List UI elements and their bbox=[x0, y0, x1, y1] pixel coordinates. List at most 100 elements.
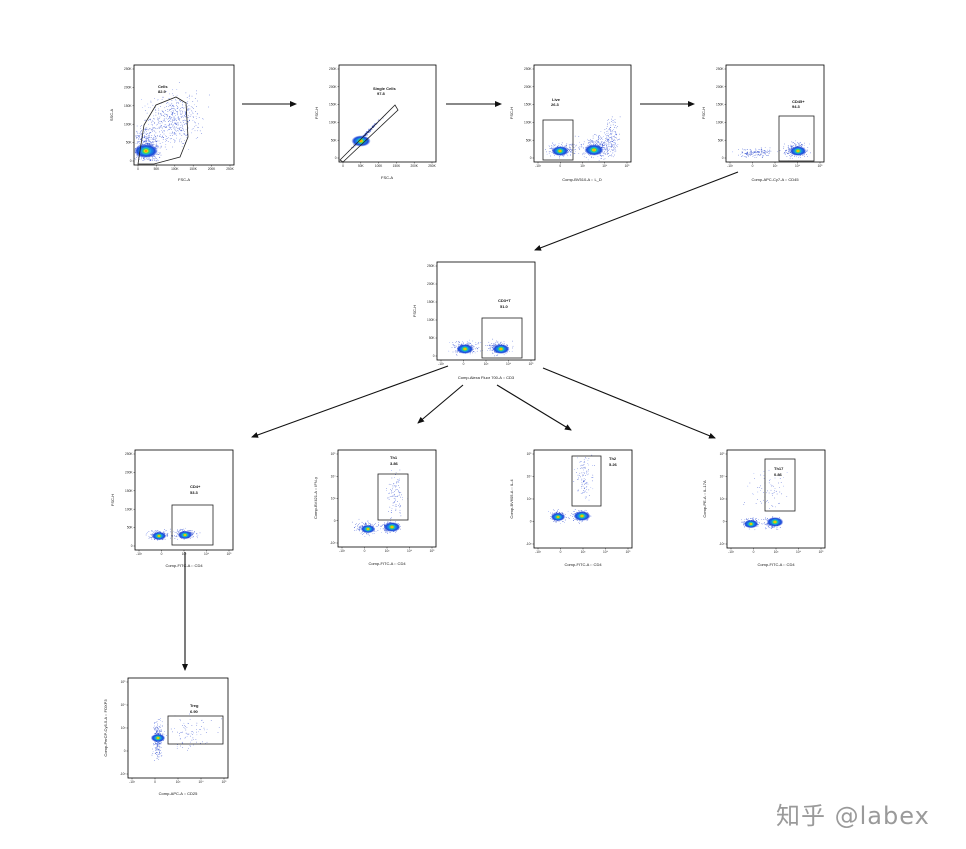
event-dot bbox=[492, 350, 494, 352]
event-dot bbox=[772, 527, 774, 528]
event-dot bbox=[155, 114, 157, 116]
event-dot bbox=[779, 478, 781, 479]
event-dot bbox=[398, 490, 399, 491]
event-dot bbox=[187, 100, 189, 102]
event-dot bbox=[604, 148, 606, 150]
event-dot bbox=[179, 100, 180, 102]
event-dot bbox=[779, 491, 781, 493]
event-dot bbox=[136, 143, 138, 145]
event-dot bbox=[601, 142, 603, 144]
event-dot bbox=[581, 468, 583, 470]
event-dot bbox=[485, 345, 487, 347]
event-dot bbox=[157, 146, 158, 147]
event-dot bbox=[807, 147, 809, 148]
event-dot bbox=[176, 535, 178, 536]
event-dot bbox=[145, 127, 146, 129]
event-dot bbox=[394, 485, 396, 486]
event-dot bbox=[385, 531, 386, 533]
event-dot bbox=[582, 464, 584, 466]
event-dot bbox=[609, 130, 611, 131]
event-dot bbox=[400, 496, 402, 498]
event-dot bbox=[784, 152, 785, 153]
event-dot bbox=[573, 152, 575, 154]
event-dot bbox=[776, 151, 778, 153]
event-dot bbox=[194, 531, 195, 533]
event-dot bbox=[192, 533, 194, 534]
event-dot bbox=[148, 538, 150, 540]
event-dot bbox=[390, 518, 391, 520]
event-dot bbox=[154, 156, 156, 158]
event-dot bbox=[608, 128, 610, 129]
event-dot bbox=[785, 150, 787, 152]
event-dot bbox=[156, 747, 158, 748]
x-tick-label: 10⁴ bbox=[603, 550, 609, 554]
x-tick-label: -10³ bbox=[728, 550, 734, 554]
event-dot bbox=[603, 145, 605, 146]
event-dot bbox=[571, 149, 573, 151]
event-dot bbox=[577, 489, 579, 491]
event-dot bbox=[596, 143, 597, 145]
x-tick-label: -10³ bbox=[136, 552, 142, 556]
event-dot bbox=[158, 118, 160, 120]
event-dot bbox=[792, 146, 793, 148]
event-dot bbox=[603, 155, 604, 157]
event-dot bbox=[155, 144, 157, 146]
event-dot bbox=[584, 468, 586, 469]
event-dot bbox=[159, 120, 161, 122]
event-dot bbox=[767, 152, 768, 153]
gate-percent: 94.3 bbox=[792, 104, 801, 109]
event-dot bbox=[381, 526, 382, 527]
event-dot bbox=[584, 490, 586, 492]
event-dot bbox=[370, 524, 372, 526]
event-dot bbox=[755, 148, 757, 150]
plot-frame bbox=[726, 449, 826, 549]
event-dot bbox=[604, 132, 606, 134]
event-dot bbox=[479, 350, 481, 352]
event-dot bbox=[151, 137, 152, 138]
density-core bbox=[181, 532, 189, 538]
event-dot bbox=[768, 154, 769, 156]
event-dot bbox=[191, 132, 193, 134]
event-dot bbox=[608, 137, 610, 139]
event-dot bbox=[176, 135, 177, 136]
event-dot bbox=[487, 350, 488, 352]
event-dot bbox=[155, 743, 156, 745]
event-dot bbox=[561, 144, 563, 145]
event-dot bbox=[170, 118, 172, 119]
event-dot bbox=[586, 510, 587, 512]
event-dot bbox=[390, 520, 391, 522]
event-dot bbox=[600, 143, 602, 145]
event-dot bbox=[146, 128, 148, 130]
event-dot bbox=[171, 112, 173, 114]
event-dot bbox=[583, 459, 585, 461]
event-dot bbox=[148, 107, 150, 109]
event-dot bbox=[607, 150, 609, 152]
event-dot bbox=[756, 151, 758, 152]
event-dot bbox=[151, 530, 152, 532]
event-dot bbox=[399, 478, 400, 480]
event-dot bbox=[780, 482, 782, 484]
event-dot bbox=[583, 467, 585, 469]
event-dot bbox=[770, 527, 772, 529]
event-dot bbox=[456, 351, 458, 353]
event-dot bbox=[608, 156, 609, 157]
x-tick-label: -10³ bbox=[339, 549, 345, 553]
event-dot bbox=[169, 123, 171, 125]
event-dot bbox=[746, 149, 748, 151]
event-dot bbox=[763, 492, 764, 494]
event-dot bbox=[152, 531, 154, 533]
event-dot bbox=[153, 130, 155, 131]
event-dot bbox=[165, 126, 167, 128]
event-dot bbox=[140, 143, 141, 145]
event-dot bbox=[602, 155, 603, 157]
event-dot bbox=[351, 521, 353, 523]
plot-frame bbox=[338, 64, 437, 163]
event-dot bbox=[586, 492, 588, 493]
event-dot bbox=[741, 152, 743, 154]
event-dot bbox=[760, 147, 762, 149]
event-dot bbox=[155, 128, 157, 130]
event-dot bbox=[158, 140, 160, 142]
event-dot bbox=[463, 342, 464, 344]
event-dot bbox=[757, 152, 759, 153]
event-dot bbox=[564, 514, 566, 515]
